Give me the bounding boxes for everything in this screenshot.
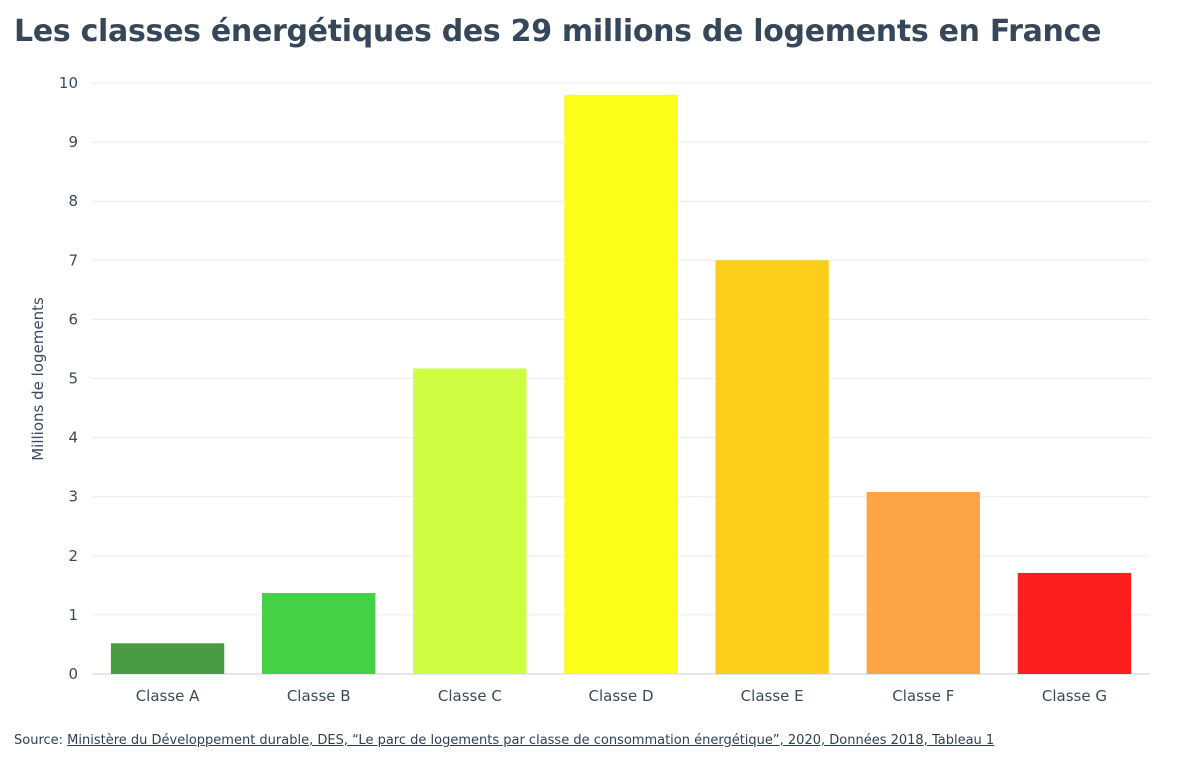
y-tick-label: 6 [68,310,78,328]
bar-classe-e[interactable] [715,260,829,674]
y-axis-ticks: 0 1 2 3 4 5 6 7 8 9 10 [59,74,78,683]
bar-classe-b[interactable] [262,593,376,674]
bar-classe-d[interactable] [564,94,678,674]
x-tick-label: Classe D [588,687,653,705]
bar-classe-g[interactable] [1017,572,1132,674]
x-tick-label: Classe F [892,687,954,705]
x-tick-label: Classe C [438,687,502,705]
y-tick-label: 2 [68,547,78,565]
x-tick-label: Classe G [1042,687,1107,705]
bar-classe-f[interactable] [866,491,980,674]
y-tick-label: 4 [68,429,78,447]
y-tick-label: 0 [68,665,78,683]
y-tick-label: 10 [59,74,78,92]
y-tick-label: 5 [68,370,78,388]
y-axis-label: Millions de logements [29,297,47,461]
bars [110,94,1132,674]
y-tick-label: 1 [68,606,78,624]
y-tick-label: 9 [68,133,78,151]
y-tick-label: 8 [68,192,78,210]
x-tick-label: Classe E [741,687,804,705]
x-axis-ticks: Classe A Classe B Classe C Classe D Classe E… [136,687,1107,705]
source-link[interactable]: Ministère du Développement durable, DES,… [67,733,995,748]
source-prefix: Source: [14,733,68,748]
x-tick-label: Classe A [136,687,200,705]
bar-classe-c[interactable] [413,368,527,674]
y-tick-label: 3 [68,488,78,506]
source-note: Source: Ministère du Développement durab… [14,733,994,748]
x-tick-label: Classe B [287,687,351,705]
chart-title: Les classes énergétiques des 29 millions… [14,14,1102,49]
bar-classe-a[interactable] [110,643,225,674]
y-tick-label: 7 [68,251,78,269]
